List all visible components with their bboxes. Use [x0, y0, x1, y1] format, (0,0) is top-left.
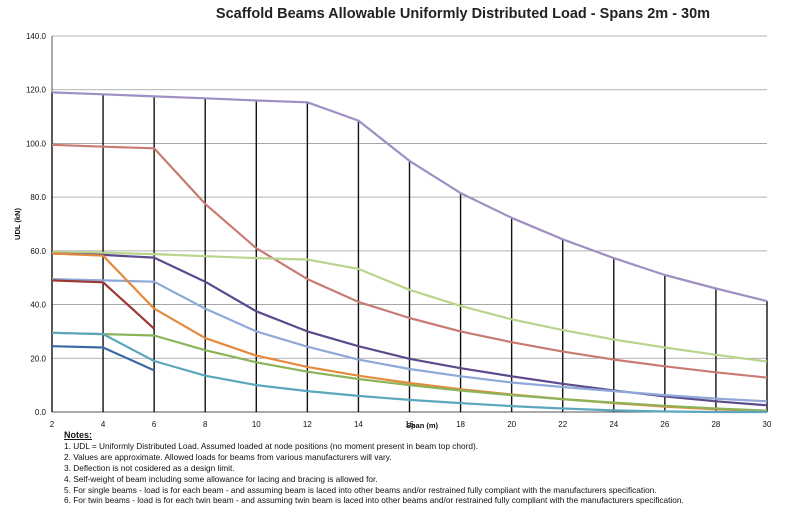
x-tick-label: 2 — [50, 420, 55, 429]
x-tick-label: 4 — [101, 420, 106, 429]
y-tick-label: 40.0 — [30, 301, 46, 310]
series-line-8 — [51, 279, 155, 330]
x-tick-label: 12 — [303, 420, 312, 429]
x-tick-label: 18 — [456, 420, 465, 429]
note-5: 5. For single beams - load is for each b… — [64, 484, 657, 495]
y-tick-label: 20.0 — [30, 354, 46, 363]
x-tick-label: 26 — [660, 420, 669, 429]
y-tick-label: 100.0 — [26, 139, 47, 148]
x-tick-label: 20 — [507, 420, 516, 429]
notes-block: Notes: 1. UDL = Uniformly Distributed Lo… — [64, 430, 779, 506]
x-tick-label: 10 — [252, 420, 261, 429]
y-axis-label: UDL (kN) — [13, 208, 22, 240]
x-tick-label: 22 — [558, 420, 567, 429]
series-line-10 — [51, 345, 155, 372]
x-tick-label: 30 — [763, 420, 772, 429]
note-4: 4. Self-weight of beam including some al… — [64, 473, 378, 484]
note-3: 3. Deflection is not cosidered as a desi… — [64, 462, 235, 473]
series-line-2 — [51, 143, 768, 379]
x-tick-label: 6 — [152, 420, 157, 429]
series-line-3 — [51, 251, 768, 363]
series-lines — [51, 91, 768, 414]
notes-heading: Notes: — [64, 430, 93, 440]
y-tick-label: 80.0 — [30, 193, 46, 202]
series-line-9 — [51, 331, 767, 414]
x-tick-label: 14 — [354, 420, 363, 429]
series-line-7 — [51, 331, 768, 412]
series-line-1 — [51, 91, 768, 303]
y-tick-label: 120.0 — [26, 86, 47, 95]
y-tick-label: 60.0 — [30, 247, 46, 256]
y-tick-label: 140.0 — [26, 32, 47, 41]
series-line-5 — [51, 278, 768, 403]
note-6: 6. For twin beams - load is for each twi… — [64, 495, 684, 506]
x-tick-label: 24 — [609, 420, 618, 429]
x-tick-labels: 2 4 6 8 10 12 14 16 18 20 22 24 26 28 30 — [50, 420, 772, 429]
note-2: 2. Values are approximate. Allowed loads… — [64, 451, 392, 462]
node-drop-lines — [51, 92, 768, 412]
y-tick-label: 0.0 — [35, 408, 47, 417]
y-tick-labels: 0.0 20.0 40.0 60.0 80.0 100.0 120.0 140.0 — [26, 32, 47, 417]
note-1: 1. UDL = Uniformly Distributed Load. Ass… — [64, 440, 479, 451]
udl-chart: Scaffold Beams Allowable Uniformly Distr… — [13, 6, 772, 430]
x-tick-label: 16 — [405, 420, 414, 429]
x-tick-label: 28 — [711, 420, 720, 429]
x-axis-label: Span (m) — [406, 421, 439, 430]
x-tick-label: 8 — [203, 420, 208, 429]
chart-title: Scaffold Beams Allowable Uniformly Distr… — [216, 6, 710, 22]
